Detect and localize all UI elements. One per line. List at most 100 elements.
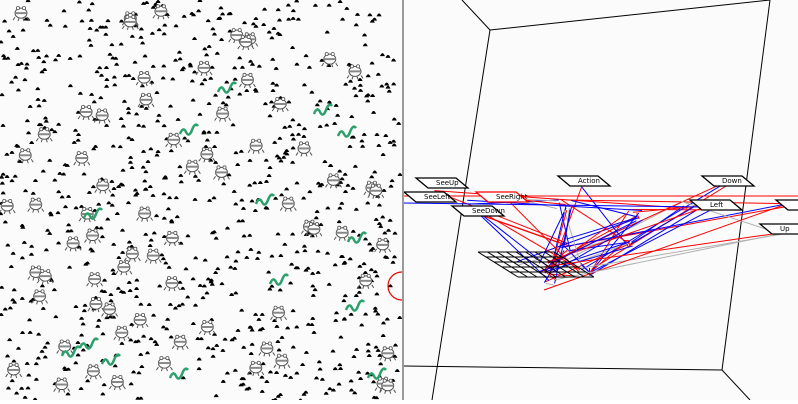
food-pellet (290, 133, 295, 136)
food-pellet (102, 279, 107, 282)
food-pellet (391, 140, 396, 143)
food-pellet (359, 323, 364, 326)
node-up[interactable]: Up (760, 224, 798, 234)
food-pellet (2, 57, 7, 60)
food-pellet (48, 24, 53, 27)
food-pellet (275, 154, 280, 157)
frog-creature (380, 347, 396, 362)
food-pellet (4, 153, 9, 156)
food-pellet (163, 261, 168, 264)
food-pellet (177, 165, 182, 168)
food-pellet (155, 119, 160, 122)
food-pellet (128, 289, 133, 292)
food-pellet (180, 287, 185, 290)
food-pellet (131, 77, 136, 80)
frog-creature (199, 320, 215, 335)
food-pellet (96, 319, 101, 322)
food-pellet (151, 314, 156, 317)
food-pellet (133, 61, 138, 64)
food-pellet (178, 57, 183, 60)
food-pellet (40, 350, 45, 353)
network-edge (481, 215, 558, 242)
food-pellet (105, 218, 110, 221)
food-pellet (45, 341, 50, 344)
food-pellet (29, 253, 34, 256)
food-pellet (149, 81, 154, 84)
node-see-up[interactable]: SeeUp (416, 178, 468, 188)
food-pellet (370, 62, 375, 65)
food-pellet (148, 244, 153, 247)
food-pellet (225, 226, 230, 229)
food-pellet (42, 99, 47, 102)
simulation-world[interactable] (0, 0, 402, 400)
food-pellet (77, 54, 82, 57)
food-pellet (133, 188, 138, 191)
food-pellet (343, 190, 348, 193)
food-pellet (393, 343, 398, 346)
food-pellet (281, 156, 286, 159)
food-pellet (256, 318, 261, 321)
food-pellet (128, 161, 133, 164)
node-left[interactable]: Left (690, 200, 742, 210)
node-see-right[interactable]: SeeRight (476, 192, 528, 202)
food-pellet (8, 306, 13, 309)
food-pellet (223, 338, 228, 341)
food-pellet (96, 203, 101, 206)
food-pellet (76, 353, 81, 356)
food-pellet (22, 78, 27, 81)
food-pellet (60, 195, 65, 198)
food-pellet (377, 203, 382, 206)
node-down[interactable]: Down (702, 176, 754, 186)
food-pellet (25, 119, 30, 122)
food-pellet (232, 190, 237, 193)
food-pellet (126, 136, 131, 139)
food-pellet (41, 170, 46, 173)
food-pellet (204, 53, 209, 56)
food-pellet (53, 315, 58, 318)
food-pellet (173, 59, 178, 62)
food-pellet (119, 19, 124, 22)
frog-creature (239, 73, 255, 88)
food-pellet (36, 357, 41, 360)
food-pellet (338, 0, 343, 3)
food-pellet (99, 226, 104, 229)
food-pellet (369, 175, 374, 178)
food-pellet (120, 229, 125, 232)
food-pellet (206, 19, 211, 22)
food-pellet (264, 380, 269, 383)
food-pellet (289, 263, 294, 266)
food-pellet (333, 319, 338, 322)
frog-creature (137, 207, 153, 222)
food-pellet (294, 0, 299, 2)
food-pellet (190, 79, 195, 82)
node-label: Action (578, 177, 600, 185)
food-pellet (269, 285, 274, 288)
network-3d-view[interactable]: SeeUp SeeLeft SeeRight SeeDown Action Down Lef… (404, 0, 798, 400)
food-pellet (340, 177, 345, 180)
food-pellet (79, 387, 84, 390)
food-pellet (0, 286, 4, 289)
node-label: Left (710, 201, 723, 209)
food-pellet (200, 82, 205, 85)
food-pellet (3, 308, 8, 311)
food-pellet (290, 161, 295, 164)
snake-creature (180, 125, 198, 135)
frog-creature (32, 290, 48, 305)
food-pellet (310, 272, 315, 275)
food-pellet (1, 173, 6, 176)
food-pellet (214, 394, 219, 397)
food-pellet (236, 329, 241, 332)
node-action[interactable]: Action (558, 176, 610, 186)
food-pellet (247, 184, 252, 187)
node-see-left[interactable]: SeeLeft (404, 192, 456, 202)
food-pellet (248, 248, 253, 251)
food-pellet (68, 57, 73, 60)
food-pellet (219, 38, 224, 41)
food-pellet (260, 313, 265, 316)
food-pellet (334, 104, 339, 107)
node-see-down[interactable]: SeeDown (452, 206, 505, 216)
food-pellet (34, 362, 39, 365)
food-pellet (352, 391, 357, 394)
food-pellet (373, 307, 378, 310)
food-pellet (249, 352, 254, 355)
